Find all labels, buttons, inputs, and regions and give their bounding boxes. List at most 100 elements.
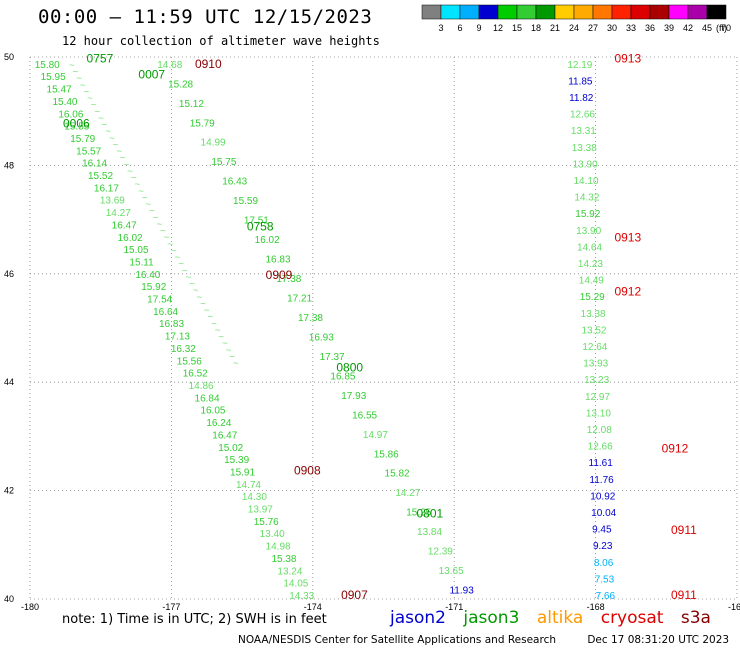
colorbar-tick-label: 30 bbox=[607, 23, 617, 33]
x-tick-label: -174 bbox=[304, 602, 322, 612]
swh-label-track-a: 13.40 bbox=[260, 529, 285, 540]
swh-label-track-b: 15.79 bbox=[190, 118, 215, 129]
swh-label-track-a: 15.56 bbox=[177, 356, 202, 367]
x-tick-label: -180 bbox=[21, 602, 39, 612]
colorbar-swatch bbox=[706, 4, 727, 20]
swh-trail-mark: ~ bbox=[145, 200, 151, 211]
colorbar-tick-label: 9 bbox=[476, 23, 481, 33]
swh-label-track-c: 13.23 bbox=[584, 375, 609, 386]
swh-trail-mark: ~ bbox=[113, 140, 119, 151]
swh-trail-mark: ~ bbox=[72, 67, 78, 78]
swh-label-track-b: 16.02 bbox=[255, 235, 280, 246]
swh-label-track-c: 13.31 bbox=[571, 126, 596, 137]
swh-label-track-a: 16.14 bbox=[82, 159, 107, 170]
colorbar-legend: 3 6 9 12 15 18 21 24 27 30 33 36 39 42 45 70 (ft) bbox=[0, 0, 740, 45]
swh-label-track-c: 13.93 bbox=[583, 359, 608, 370]
colorbar-unit: (ft) bbox=[716, 23, 727, 33]
colorbar-tick-label: 42 bbox=[683, 23, 693, 33]
swh-label-track-b: 15.28 bbox=[168, 79, 193, 90]
swh-label-track-a: 14.98 bbox=[266, 542, 291, 553]
swh-label-track-a: 15.38 bbox=[271, 554, 296, 565]
mission-s3a: s3a bbox=[680, 608, 711, 628]
swh-trail-mark: ~ bbox=[116, 147, 122, 158]
swh-label-track-a: 15.47 bbox=[47, 85, 72, 96]
swh-label-track-a: 14.86 bbox=[189, 381, 214, 392]
swh-trail-mark: ~ bbox=[211, 319, 217, 330]
swh-label-track-a: 15.57 bbox=[76, 146, 101, 157]
pass-time-label-s3a: 0910 bbox=[195, 57, 222, 71]
swh-label-track-b: 17.21 bbox=[287, 294, 312, 305]
swh-label-track-a: 14.33 bbox=[289, 591, 314, 602]
swh-label-track-a: 16.02 bbox=[118, 233, 143, 244]
swh-label-track-c: 12.64 bbox=[582, 342, 607, 353]
swh-label-track-b: 17.51 bbox=[244, 216, 269, 227]
swh-trail-mark: ~ bbox=[109, 133, 115, 144]
swh-label-track-b: 15.82 bbox=[385, 469, 410, 480]
swh-trail-mark: ~ bbox=[189, 279, 195, 290]
swh-label-track-b: 16.93 bbox=[309, 332, 334, 343]
pass-time-label-cryosat: 0911 bbox=[671, 523, 697, 537]
colorbar-tick-label: 33 bbox=[626, 23, 636, 33]
swh-trail-mark: ~ bbox=[215, 325, 221, 336]
swh-label-track-c: 14.64 bbox=[577, 242, 602, 253]
swh-trail-mark: ~ bbox=[200, 299, 206, 310]
swh-trail-mark: ~ bbox=[138, 186, 144, 197]
swh-label-track-a: 16.06 bbox=[58, 109, 83, 120]
swh-trail-mark: ~ bbox=[196, 292, 202, 303]
colorbar-tick-label: 18 bbox=[531, 23, 541, 33]
x-tick-label: -168 bbox=[587, 602, 605, 612]
mission-cryosat: cryosat bbox=[600, 608, 664, 628]
swh-label-track-c: 7.53 bbox=[595, 574, 615, 585]
swh-trail-mark: ~ bbox=[175, 253, 181, 264]
swh-trail-mark: ~ bbox=[222, 339, 228, 350]
swh-trail-mark: ~ bbox=[156, 219, 162, 230]
swh-label-track-c: 8.06 bbox=[594, 558, 614, 569]
pass-time-label-cryosat: 0912 bbox=[662, 442, 689, 456]
swh-label-track-c: 10.92 bbox=[590, 491, 615, 502]
swh-trail-mark: ~ bbox=[226, 345, 232, 356]
y-tick-label: 40 bbox=[4, 594, 14, 604]
swh-trail-mark: ~ bbox=[193, 286, 199, 297]
pass-time-label-cryosat: 0913 bbox=[614, 230, 641, 244]
swh-label-track-a: 14.05 bbox=[283, 579, 308, 590]
credit-text: NOAA/NESDIS Center for Satellite Applica… bbox=[238, 634, 556, 646]
swh-label-track-c: 11.82 bbox=[569, 93, 594, 104]
colorbar-tick-label: 12 bbox=[493, 23, 503, 33]
swh-label-track-c: 12.08 bbox=[587, 425, 612, 436]
swh-label-track-a: 16.24 bbox=[206, 418, 231, 429]
swh-label-track-c: 12.19 bbox=[567, 60, 592, 71]
pass-time-label-cryosat: 0913 bbox=[614, 51, 641, 65]
swh-label-track-a: 15.55 bbox=[64, 122, 89, 133]
swh-label-track-a: 15.91 bbox=[230, 467, 255, 478]
pass-time-label-s3a: 0909 bbox=[266, 268, 293, 282]
swh-trail-mark: ~ bbox=[105, 127, 111, 138]
swh-trail-mark: ~ bbox=[164, 233, 170, 244]
colorbar-tick-label: 39 bbox=[664, 23, 674, 33]
swh-label-track-b: 14.68 bbox=[157, 60, 182, 71]
swh-label-track-a: 14.27 bbox=[106, 208, 131, 219]
swh-label-track-b: 14.27 bbox=[395, 488, 420, 499]
page-title: 00:00 – 11:59 UTC 12/15/2023 bbox=[38, 6, 373, 28]
swh-trail-mark: ~ bbox=[153, 213, 159, 224]
swh-label-track-c: 13.38 bbox=[581, 309, 606, 320]
swh-label-track-a: 15.92 bbox=[141, 282, 166, 293]
swh-trail-mark: ~ bbox=[229, 352, 235, 363]
swh-label-track-c: 13.90 bbox=[573, 159, 598, 170]
colorbar-tick-label: 45 bbox=[702, 23, 712, 33]
swh-trail-mark: ~ bbox=[131, 173, 137, 184]
swh-label-track-c: 13.90 bbox=[576, 226, 601, 237]
swh-trail-mark: ~ bbox=[218, 332, 224, 343]
swh-label-track-b: 15.25 bbox=[406, 508, 431, 519]
y-tick-label: 48 bbox=[4, 160, 14, 170]
swh-label-track-a: 16.64 bbox=[153, 307, 178, 318]
mission-jason2: jason2 bbox=[390, 608, 446, 628]
swh-label-track-a: 15.05 bbox=[123, 245, 148, 256]
y-tick-label: 46 bbox=[4, 269, 14, 279]
swh-label-track-c: 13.10 bbox=[586, 408, 611, 419]
swh-label-track-a: 15.80 bbox=[35, 60, 60, 71]
track-density: ~~~~~~~~~~~~~~~~~~~~~~~~~~~~~~~~~~~~~~~~… bbox=[69, 60, 239, 369]
swh-label-track-a: 15.11 bbox=[129, 257, 154, 268]
swh-label-track-c: 12.66 bbox=[570, 110, 595, 121]
x-tick-label: -165 bbox=[728, 602, 740, 612]
swh-label-track-a: 16.47 bbox=[112, 220, 137, 231]
